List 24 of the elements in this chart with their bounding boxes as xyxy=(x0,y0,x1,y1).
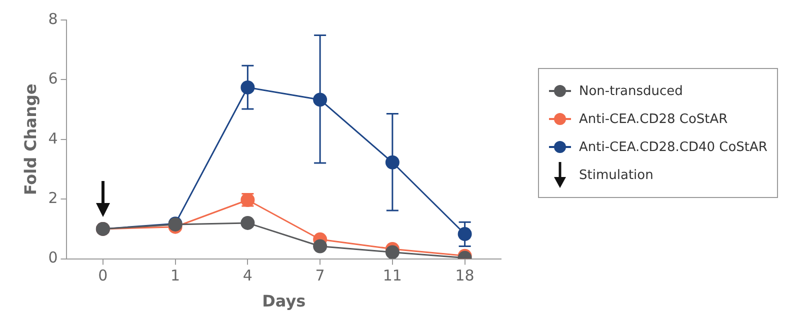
point xyxy=(313,92,328,107)
x-tick-label: 4 xyxy=(242,266,252,285)
point xyxy=(458,227,472,242)
point xyxy=(313,239,328,254)
point xyxy=(385,245,400,259)
x-tick-label: 1 xyxy=(170,266,180,285)
y-tick-label: 0 xyxy=(48,248,58,267)
point xyxy=(240,80,255,94)
y-axis-title: Fold Change xyxy=(20,84,40,196)
y-tick-label: 2 xyxy=(48,188,58,207)
x-tick-label: 0 xyxy=(98,266,108,285)
legend-label: Non-transduced xyxy=(579,84,683,98)
x-tick-label: 11 xyxy=(382,266,402,285)
y-tick-label: 6 xyxy=(48,70,58,88)
x-tick-label: 7 xyxy=(315,266,325,285)
point xyxy=(385,155,400,170)
x-axis-title: Days xyxy=(262,292,306,311)
point xyxy=(240,216,255,230)
y-tick-label: 4 xyxy=(48,129,58,148)
legend-label: Anti-CEA.CD28 CoStAR xyxy=(579,112,728,126)
y-tick-label: 8 xyxy=(48,10,58,28)
text: Stimulation xyxy=(579,168,654,182)
x-tick-label: 18 xyxy=(455,266,474,285)
legend-label: Anti-CEA.CD28.CD40 CoStAR xyxy=(579,140,768,154)
